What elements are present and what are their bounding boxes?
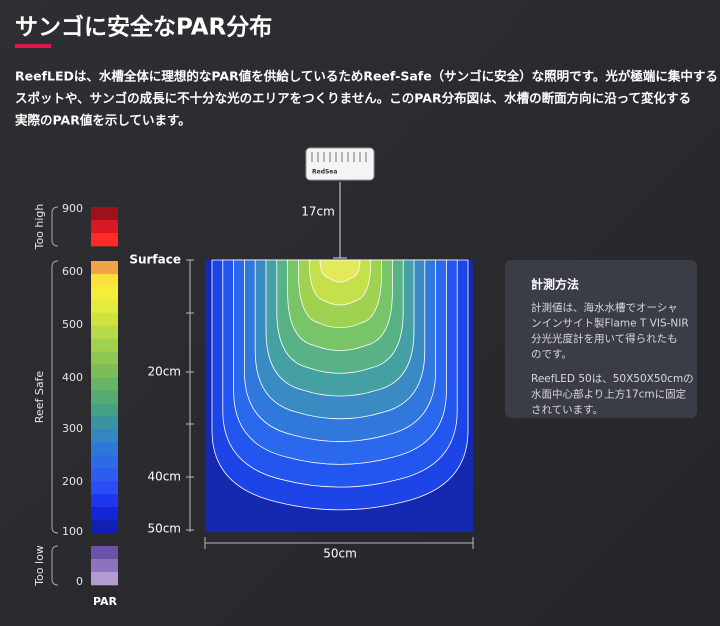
depth-label: Surface	[129, 253, 181, 267]
bracket	[51, 260, 59, 534]
par-contours	[211, 259, 469, 511]
bracket-label: Too low	[33, 545, 46, 587]
swatch	[91, 403, 118, 417]
depth-label: 40cm	[147, 470, 181, 484]
scale-tick: 600	[62, 265, 83, 278]
swatch	[91, 261, 118, 275]
contour	[319, 259, 361, 283]
title: サンゴに安全なPAR分布	[15, 14, 272, 41]
title-underline	[15, 44, 51, 48]
height-label: 17cm	[301, 205, 335, 219]
intro-line: ReefLEDは、水槽全体に理想的なPAR値を供給しているためReef-Safe…	[15, 69, 718, 84]
info-line: のです。	[531, 349, 572, 361]
fixture-fins	[311, 152, 367, 162]
scale-tick: 100	[62, 525, 83, 538]
info-line: 計測値は、海水水槽でオーシャ	[531, 301, 678, 314]
swatch	[91, 390, 118, 404]
fixture	[305, 147, 375, 181]
scale-tick: 0	[76, 575, 83, 588]
swatch	[91, 338, 118, 352]
swatch	[91, 325, 118, 340]
info-line: 分光光度計を用いて得られたも	[531, 332, 678, 345]
swatch	[91, 273, 118, 288]
swatch	[91, 207, 118, 221]
swatch	[91, 468, 118, 482]
swatch	[91, 455, 118, 469]
scale-tick: 300	[62, 422, 83, 435]
intro-line: 実際のPAR値を示しています。	[15, 113, 191, 128]
swatch	[91, 220, 118, 234]
width-label: 50cm	[323, 547, 357, 561]
bracket-label: Too high	[33, 204, 46, 251]
swatch	[91, 520, 118, 534]
depth-ticks	[186, 259, 194, 531]
scale-tick: 500	[62, 318, 83, 331]
fixture-label: RedSea	[312, 169, 337, 176]
bracket-label: Reef Safe	[33, 371, 46, 424]
depth-label: 50cm	[147, 522, 181, 536]
intro-line: スポットや、サンゴの成長に不十分な光のエリアをつくりません。このPAR分布図は、…	[15, 91, 691, 106]
scale-tick: 200	[62, 475, 83, 488]
swatch	[91, 442, 118, 456]
info-line: されています。	[531, 404, 603, 416]
swatch	[91, 286, 118, 301]
swatch	[91, 559, 118, 573]
swatch	[91, 494, 118, 508]
info-line: ReefLED 50は、50X50X50cmの	[531, 373, 694, 385]
swatch	[91, 429, 118, 443]
swatch	[91, 481, 118, 495]
info-line: ンインサイト製Flame T VIS-NIR	[531, 317, 689, 330]
swatch	[91, 377, 118, 391]
scale-tick: 900	[62, 202, 83, 215]
info-line: 水面中心部より上方17cmに固定	[531, 388, 687, 401]
bracket	[51, 545, 59, 586]
swatch	[91, 572, 118, 586]
swatch	[91, 364, 118, 378]
par-scale: 900 Too high 600 500 400 300 200 100 Reef Safe 0 T…	[33, 202, 118, 588]
swatch	[91, 546, 118, 560]
swatch	[91, 299, 118, 314]
info-box	[505, 260, 697, 418]
swatch	[91, 233, 118, 247]
info-title: 計測方法	[531, 277, 579, 292]
bracket	[51, 206, 59, 247]
swatch	[91, 351, 118, 365]
swatch	[91, 416, 118, 430]
scale-tick: 400	[62, 371, 83, 384]
swatch	[91, 312, 118, 327]
depth-label: 20cm	[147, 365, 181, 379]
scale-title: PAR	[93, 595, 118, 608]
swatch	[91, 507, 118, 521]
intro: ReefLEDは、水槽全体に理想的なPAR値を供給しているためReef-Safe…	[15, 69, 718, 128]
